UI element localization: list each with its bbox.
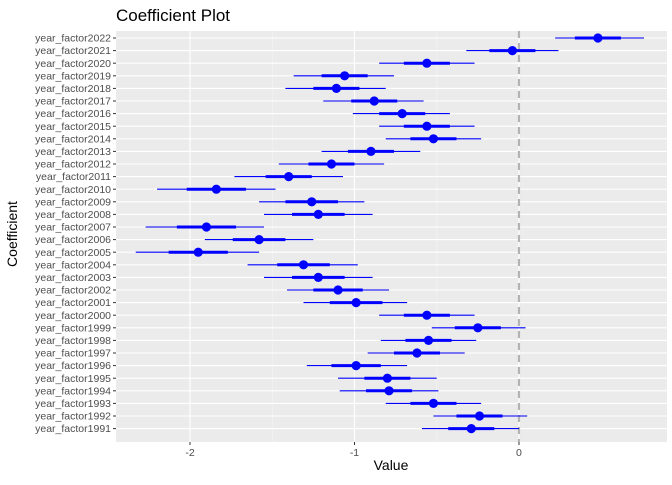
- estimate-point-year_factor2005: [193, 247, 203, 257]
- estimate-point-year_factor1999: [473, 323, 483, 333]
- x-axis-title: Value: [374, 457, 409, 473]
- y-tick-label: year_factor2018: [35, 83, 111, 95]
- estimate-point-year_factor1998: [423, 335, 434, 345]
- estimate-point-year_factor2009: [307, 197, 317, 207]
- estimate-point-year_factor2015: [422, 121, 432, 131]
- estimate-point-year_factor2017: [369, 96, 379, 106]
- estimate-point-year_factor2019: [340, 71, 350, 81]
- y-tick-label: year_factor1991: [35, 423, 111, 435]
- y-tick-label: year_factor1999: [35, 322, 111, 334]
- estimate-point-year_factor2008: [313, 209, 323, 219]
- estimate-point-year_factor2013: [366, 146, 376, 156]
- y-tick-label: year_factor2014: [35, 133, 111, 145]
- estimate-point-year_factor2016: [397, 109, 407, 119]
- y-tick-label: year_factor1998: [35, 335, 111, 347]
- y-tick-label: year_factor2002: [35, 285, 111, 297]
- estimate-point-year_factor2001: [351, 298, 361, 308]
- y-tick-label: year_factor2015: [35, 121, 111, 133]
- y-tick-label: year_factor2007: [35, 222, 111, 234]
- estimate-point-year_factor2006: [254, 235, 264, 245]
- y-tick-label: year_factor1997: [35, 348, 111, 360]
- y-tick-label: year_factor2000: [35, 310, 111, 322]
- y-tick-label: year_factor1993: [35, 398, 111, 410]
- y-tick-labels: year_factor2022year_factor2021year_facto…: [35, 33, 116, 435]
- y-tick-label: year_factor2006: [35, 234, 111, 246]
- plot-panel: [116, 31, 667, 442]
- estimate-point-year_factor2021: [507, 46, 517, 56]
- y-tick-label: year_factor2012: [35, 159, 111, 171]
- y-axis-title: Coefficient: [4, 201, 20, 267]
- y-tick-label: year_factor2003: [35, 272, 111, 284]
- estimate-point-year_factor2000: [422, 310, 432, 320]
- y-tick-label: year_factor1992: [35, 411, 111, 423]
- y-tick-label: year_factor2013: [35, 146, 111, 158]
- estimate-point-year_factor1994: [384, 386, 394, 396]
- estimate-point-year_factor2002: [333, 285, 343, 295]
- estimate-point-year_factor1992: [474, 411, 485, 421]
- estimate-point-year_factor2012: [326, 159, 337, 169]
- y-tick-label: year_factor2010: [35, 184, 111, 196]
- estimate-point-year_factor1991: [466, 424, 476, 434]
- estimate-point-year_factor1997: [412, 348, 422, 358]
- y-tick-label: year_factor2021: [35, 45, 111, 57]
- x-tick-label: -2: [185, 447, 194, 459]
- y-tick-label: year_factor2017: [35, 96, 111, 108]
- estimate-point-year_factor2007: [201, 222, 212, 232]
- estimate-point-year_factor1995: [382, 373, 392, 383]
- y-tick-label: year_factor2005: [35, 247, 111, 259]
- x-tick-label: 0: [516, 447, 522, 459]
- estimate-point-year_factor2022: [593, 33, 603, 43]
- x-tick-labels: -2 -1 0: [185, 442, 522, 459]
- estimate-point-year_factor1996: [351, 361, 361, 371]
- y-tick-label: year_factor1995: [35, 373, 111, 385]
- estimate-point-year_factor2020: [422, 58, 432, 68]
- x-tick-label: -1: [350, 447, 359, 459]
- y-tick-label: year_factor2016: [35, 108, 111, 120]
- chart-title: Coefficient Plot: [116, 6, 230, 25]
- estimate-point-year_factor1993: [428, 398, 439, 408]
- y-tick-label: year_factor2019: [35, 70, 111, 82]
- estimate-point-year_factor2004: [298, 260, 309, 270]
- estimate-point-year_factor2011: [284, 172, 294, 182]
- y-tick-label: year_factor1996: [35, 360, 111, 372]
- y-tick-label: year_factor1994: [35, 385, 111, 397]
- y-tick-label: year_factor2001: [35, 297, 111, 309]
- y-tick-label: year_factor2009: [35, 196, 111, 208]
- estimate-point-year_factor2003: [313, 272, 323, 282]
- estimate-point-year_factor2014: [428, 134, 439, 144]
- y-tick-label: year_factor2020: [35, 58, 111, 70]
- estimate-point-year_factor2018: [331, 83, 341, 93]
- estimate-point-year_factor2010: [211, 184, 221, 194]
- y-tick-label: year_factor2022: [35, 33, 111, 45]
- point-estimates: [193, 33, 603, 434]
- y-tick-label: year_factor2011: [36, 171, 111, 183]
- y-tick-label: year_factor2004: [35, 259, 111, 271]
- y-tick-label: year_factor2008: [35, 209, 111, 221]
